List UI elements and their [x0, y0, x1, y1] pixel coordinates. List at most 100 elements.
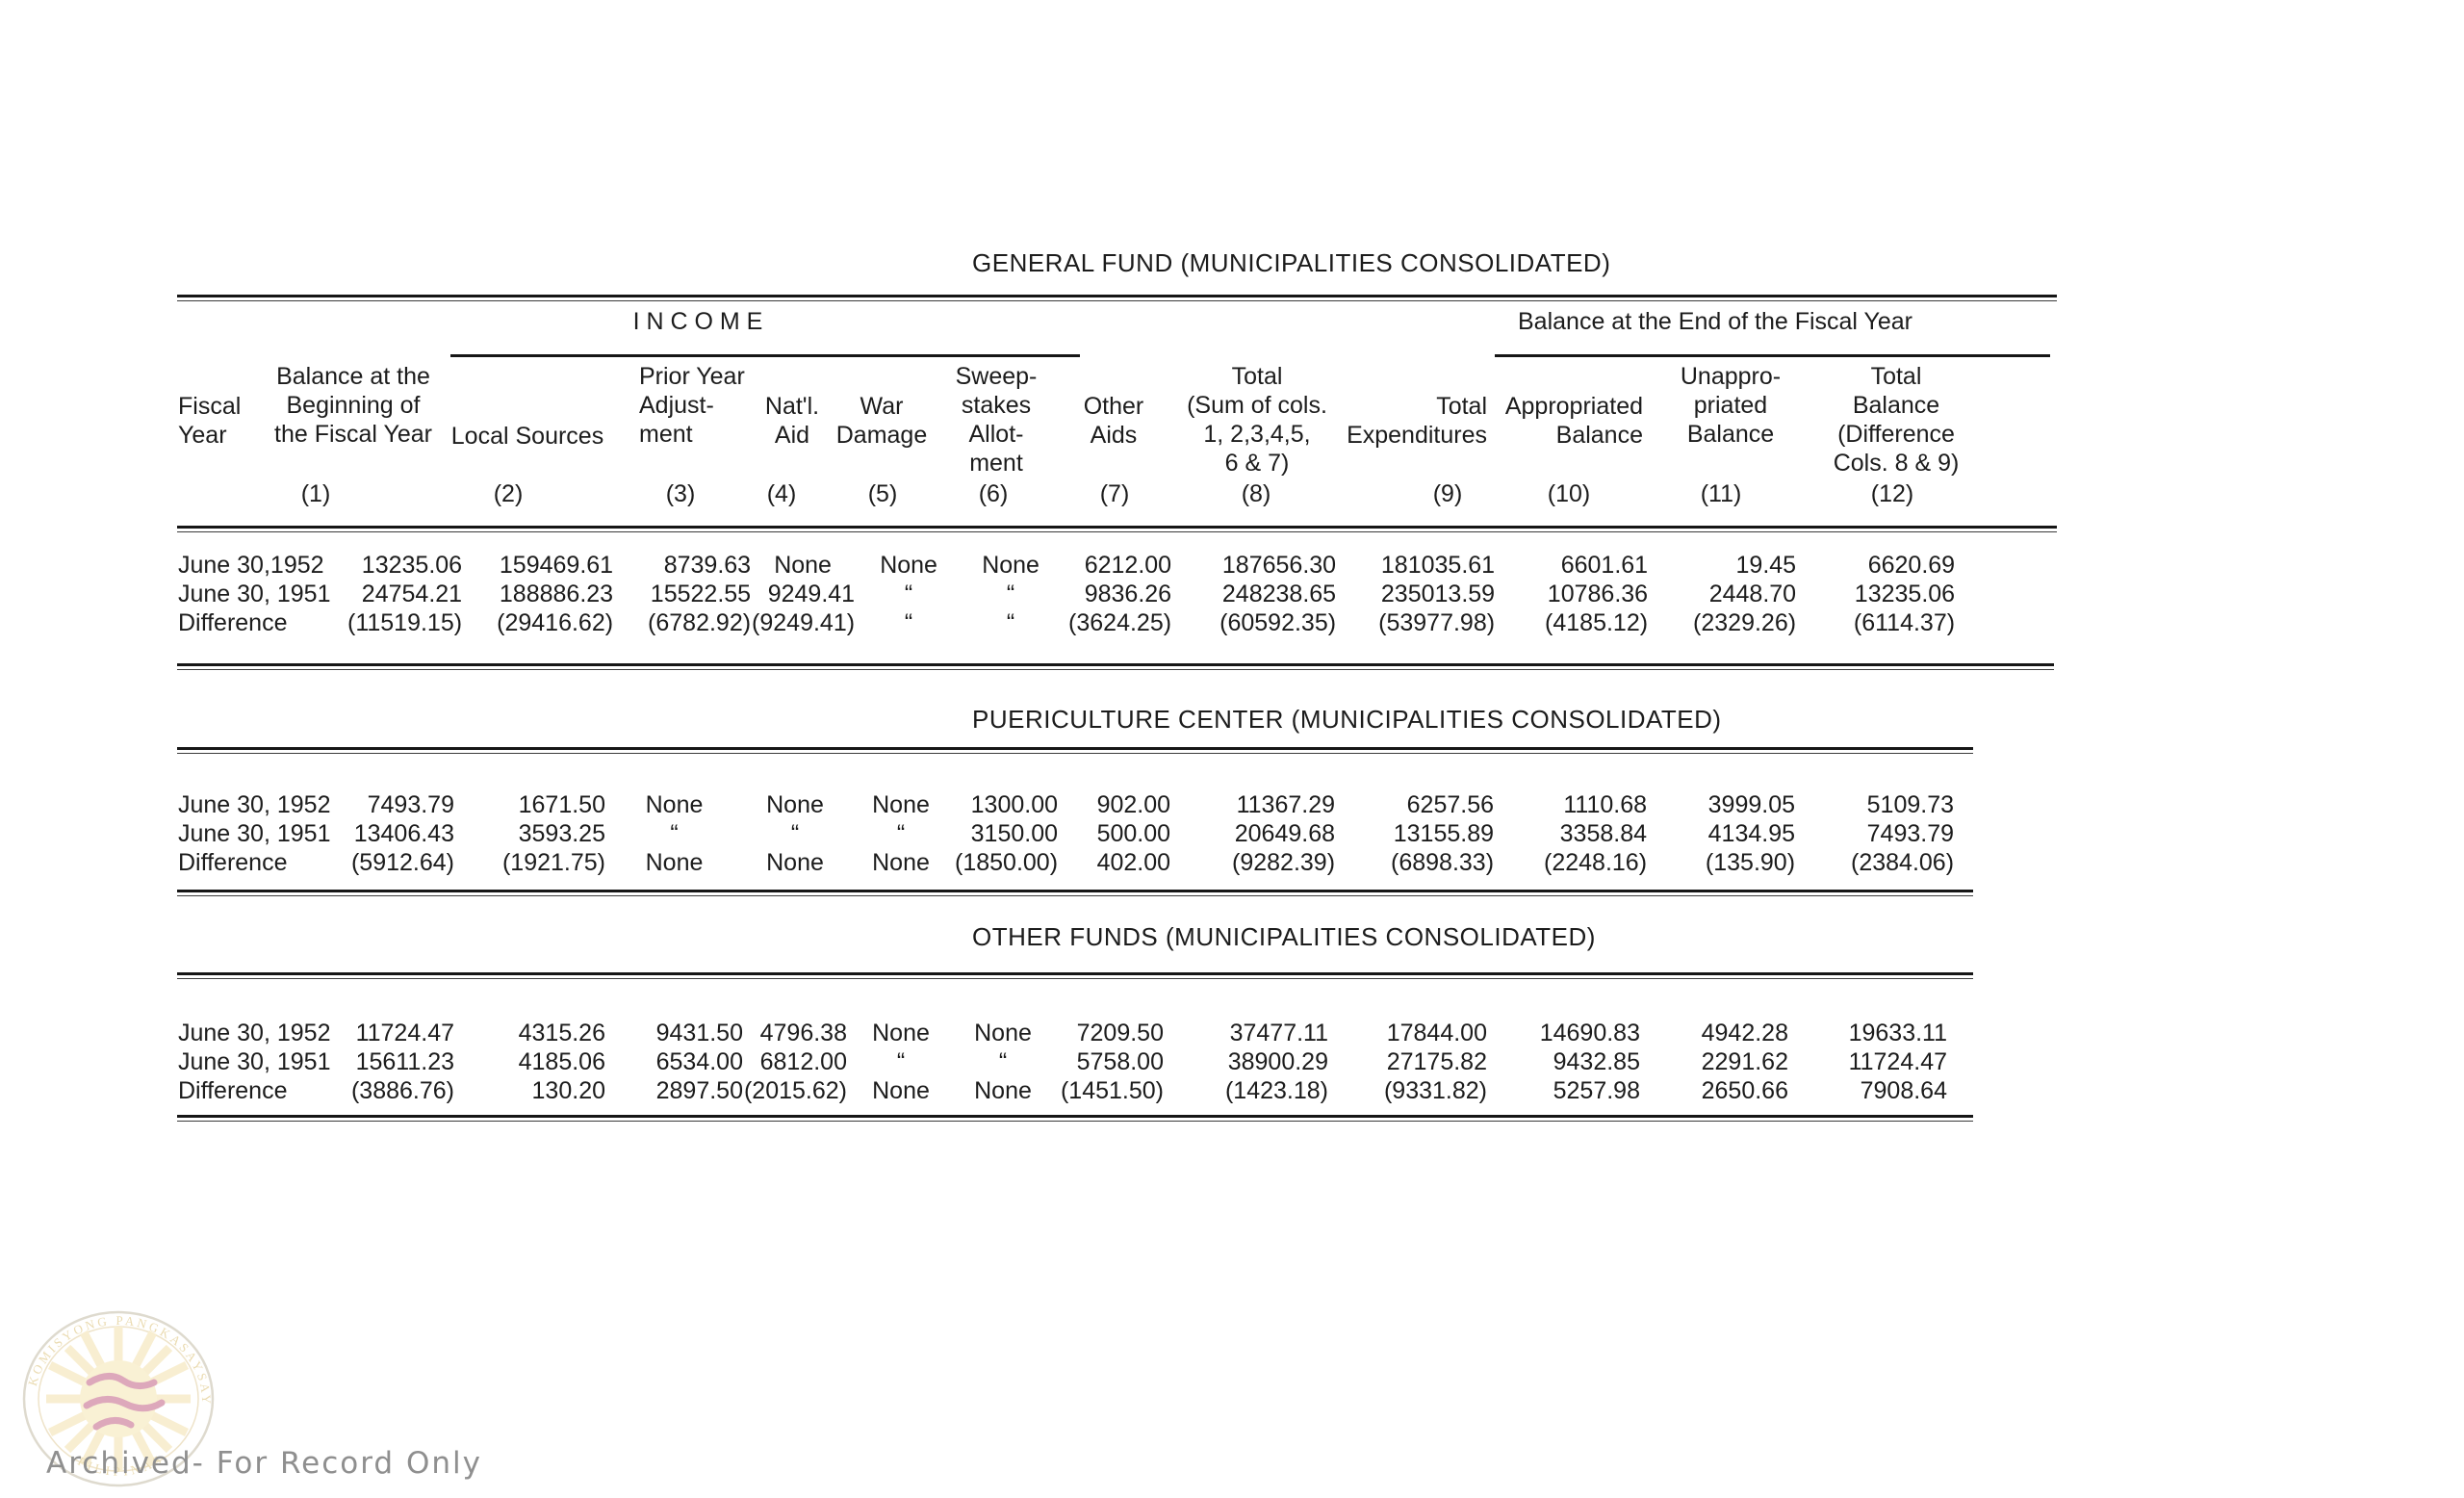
- row-label-cell: Difference: [178, 609, 288, 636]
- col-header-natl-aid: Nat'l. Aid: [764, 393, 820, 449]
- col-header-unappropriated-balance: Unappro- priated Balance: [1680, 363, 1782, 448]
- value-cell: 11367.29: [1236, 791, 1336, 818]
- value-cell: (1423.18): [1224, 1077, 1328, 1104]
- value-cell: 248238.65: [1221, 581, 1337, 607]
- value-cell: (9331.82): [1383, 1077, 1487, 1104]
- value-cell: 4185.06: [518, 1048, 605, 1075]
- archived-watermark-text: Archived- For Record Only: [46, 1446, 482, 1481]
- value-cell: (53977.98): [1378, 609, 1496, 636]
- value-cell: 10786.36: [1547, 581, 1649, 607]
- rule-general-fund-bottom: [177, 663, 2054, 670]
- value-cell: 4796.38: [759, 1020, 847, 1046]
- col-number-12: (12): [1870, 480, 1914, 507]
- value-cell: 2291.62: [1701, 1048, 1788, 1075]
- value-cell: 3358.84: [1559, 820, 1648, 847]
- value-cell: 6620.69: [1867, 552, 1956, 579]
- value-cell: None: [872, 1077, 930, 1104]
- value-cell: 6212.00: [1084, 552, 1172, 579]
- rule-other-funds-top: [177, 972, 1973, 979]
- value-cell: (2384.06): [1851, 849, 1955, 876]
- value-cell: (4185.12): [1545, 609, 1649, 636]
- row-label-cell: June 30,1952: [178, 552, 324, 579]
- col-header-local-sources: Local Sources: [450, 423, 604, 450]
- row-label-cell: June 30, 1951: [178, 581, 331, 607]
- value-cell: (135.90): [1705, 849, 1796, 876]
- row-label-cell: June 30, 1952: [178, 791, 331, 818]
- value-cell: None: [872, 791, 930, 818]
- value-cell: 27175.82: [1386, 1048, 1487, 1075]
- col-number-1: (1): [300, 480, 331, 507]
- col-number-9: (9): [1432, 480, 1463, 507]
- table-row: June 30, 1951 24754.21 188886.23 15522.55 92…: [178, 580, 1955, 608]
- section-title-general-fund: GENERAL FUND (MUNICIPALITIES CONSOLIDATE…: [972, 248, 1611, 277]
- value-cell: “: [998, 1048, 1008, 1075]
- puericulture-center-table: June 30, 1952 7493.79 1671.50 None None None 1…: [178, 790, 1954, 877]
- value-cell: 13155.89: [1393, 820, 1495, 847]
- value-cell: 1300.00: [970, 791, 1059, 818]
- row-label-cell: Difference: [178, 849, 288, 876]
- col-header-total-expenditures: Total Expenditures: [1347, 393, 1487, 449]
- value-cell: None: [774, 552, 832, 579]
- value-cell: None: [645, 849, 704, 876]
- value-cell: 9431.50: [655, 1020, 743, 1046]
- value-cell: “: [1006, 609, 1015, 636]
- archive-seal: KOMISYONG PANGKASAYSAYANG PILIPINAS: [17, 1305, 215, 1487]
- col-number-4: (4): [766, 480, 797, 507]
- table-row: Difference (5912.64) (1921.75) None None None…: [178, 848, 1954, 877]
- value-cell: “: [896, 820, 906, 847]
- value-cell: None: [974, 1077, 1032, 1104]
- value-cell: (1451.50): [1060, 1077, 1164, 1104]
- value-cell: 2650.66: [1701, 1077, 1788, 1104]
- table-row: June 30, 1952 11724.47 4315.26 9431.50 4796.…: [178, 1019, 1947, 1047]
- col-header-other-aids: Other Aids: [1083, 393, 1144, 449]
- value-cell: 1110.68: [1563, 791, 1648, 818]
- rule-puericulture-bottom: [177, 890, 1973, 896]
- col-header-total-income: Total (Sum of cols. 1, 2,3,4,5, 6 & 7): [1187, 363, 1327, 477]
- value-cell: 130.20: [531, 1077, 605, 1104]
- value-cell: 181035.61: [1380, 552, 1496, 579]
- col-header-prior-year-adjustment: Prior Year Adjust- ment: [639, 363, 745, 448]
- value-cell: (5912.64): [350, 849, 454, 876]
- col-number-2: (2): [493, 480, 524, 507]
- row-label-cell: June 30, 1952: [178, 1020, 331, 1046]
- balance-end-group-header: Balance at the End of the Fiscal Year: [1518, 308, 1912, 335]
- value-cell: None: [982, 552, 1040, 579]
- value-cell: 187656.30: [1221, 552, 1337, 579]
- rule-other-funds-bottom: [177, 1115, 1973, 1122]
- section-title-other-funds: OTHER FUNDS (MUNICIPALITIES CONSOLIDATED…: [972, 922, 1596, 951]
- col-header-balance-beginning: Balance at the Beginning of the Fiscal Y…: [274, 363, 432, 448]
- value-cell: (9249.41): [752, 609, 856, 636]
- value-cell: 2448.70: [1708, 581, 1797, 607]
- value-cell: 19.45: [1735, 552, 1797, 579]
- value-cell: 9249.41: [767, 581, 856, 607]
- value-cell: 2897.50: [655, 1077, 743, 1104]
- col-number-7: (7): [1099, 480, 1130, 507]
- other-funds-table: June 30, 1952 11724.47 4315.26 9431.50 4796.…: [178, 1019, 1947, 1105]
- table-row: June 30, 1952 7493.79 1671.50 None None None 1…: [178, 790, 1954, 819]
- value-cell: 3150.00: [970, 820, 1059, 847]
- value-cell: (9282.39): [1232, 849, 1336, 876]
- value-cell: “: [790, 820, 800, 847]
- col-header-sweepstakes-allotment: Sweep- stakes Allot- ment: [955, 363, 1038, 477]
- rule-puericulture-top: [177, 747, 1973, 754]
- value-cell: (1850.00): [955, 849, 1059, 876]
- value-cell: “: [896, 1048, 906, 1075]
- income-group-header: I N C O M E: [632, 308, 763, 335]
- rule-header-bottom: [177, 526, 2057, 532]
- value-cell: 38900.29: [1227, 1048, 1328, 1075]
- value-cell: 13406.43: [353, 820, 454, 847]
- seal-script-monogram: [83, 1373, 166, 1431]
- col-header-war-damage: War Damage: [835, 393, 928, 449]
- col-number-6: (6): [978, 480, 1009, 507]
- value-cell: (6898.33): [1391, 849, 1495, 876]
- value-cell: 37477.11: [1229, 1020, 1328, 1046]
- value-cell: 235013.59: [1380, 581, 1496, 607]
- col-number-8: (8): [1241, 480, 1271, 507]
- row-label-cell: June 30, 1951: [178, 820, 331, 847]
- value-cell: (6114.37): [1853, 609, 1956, 636]
- value-cell: 13235.06: [1854, 581, 1956, 607]
- table-row: June 30, 1951 15611.23 4185.06 6534.00 6812.…: [178, 1047, 1947, 1076]
- value-cell: (2248.16): [1544, 849, 1648, 876]
- value-cell: None: [766, 849, 824, 876]
